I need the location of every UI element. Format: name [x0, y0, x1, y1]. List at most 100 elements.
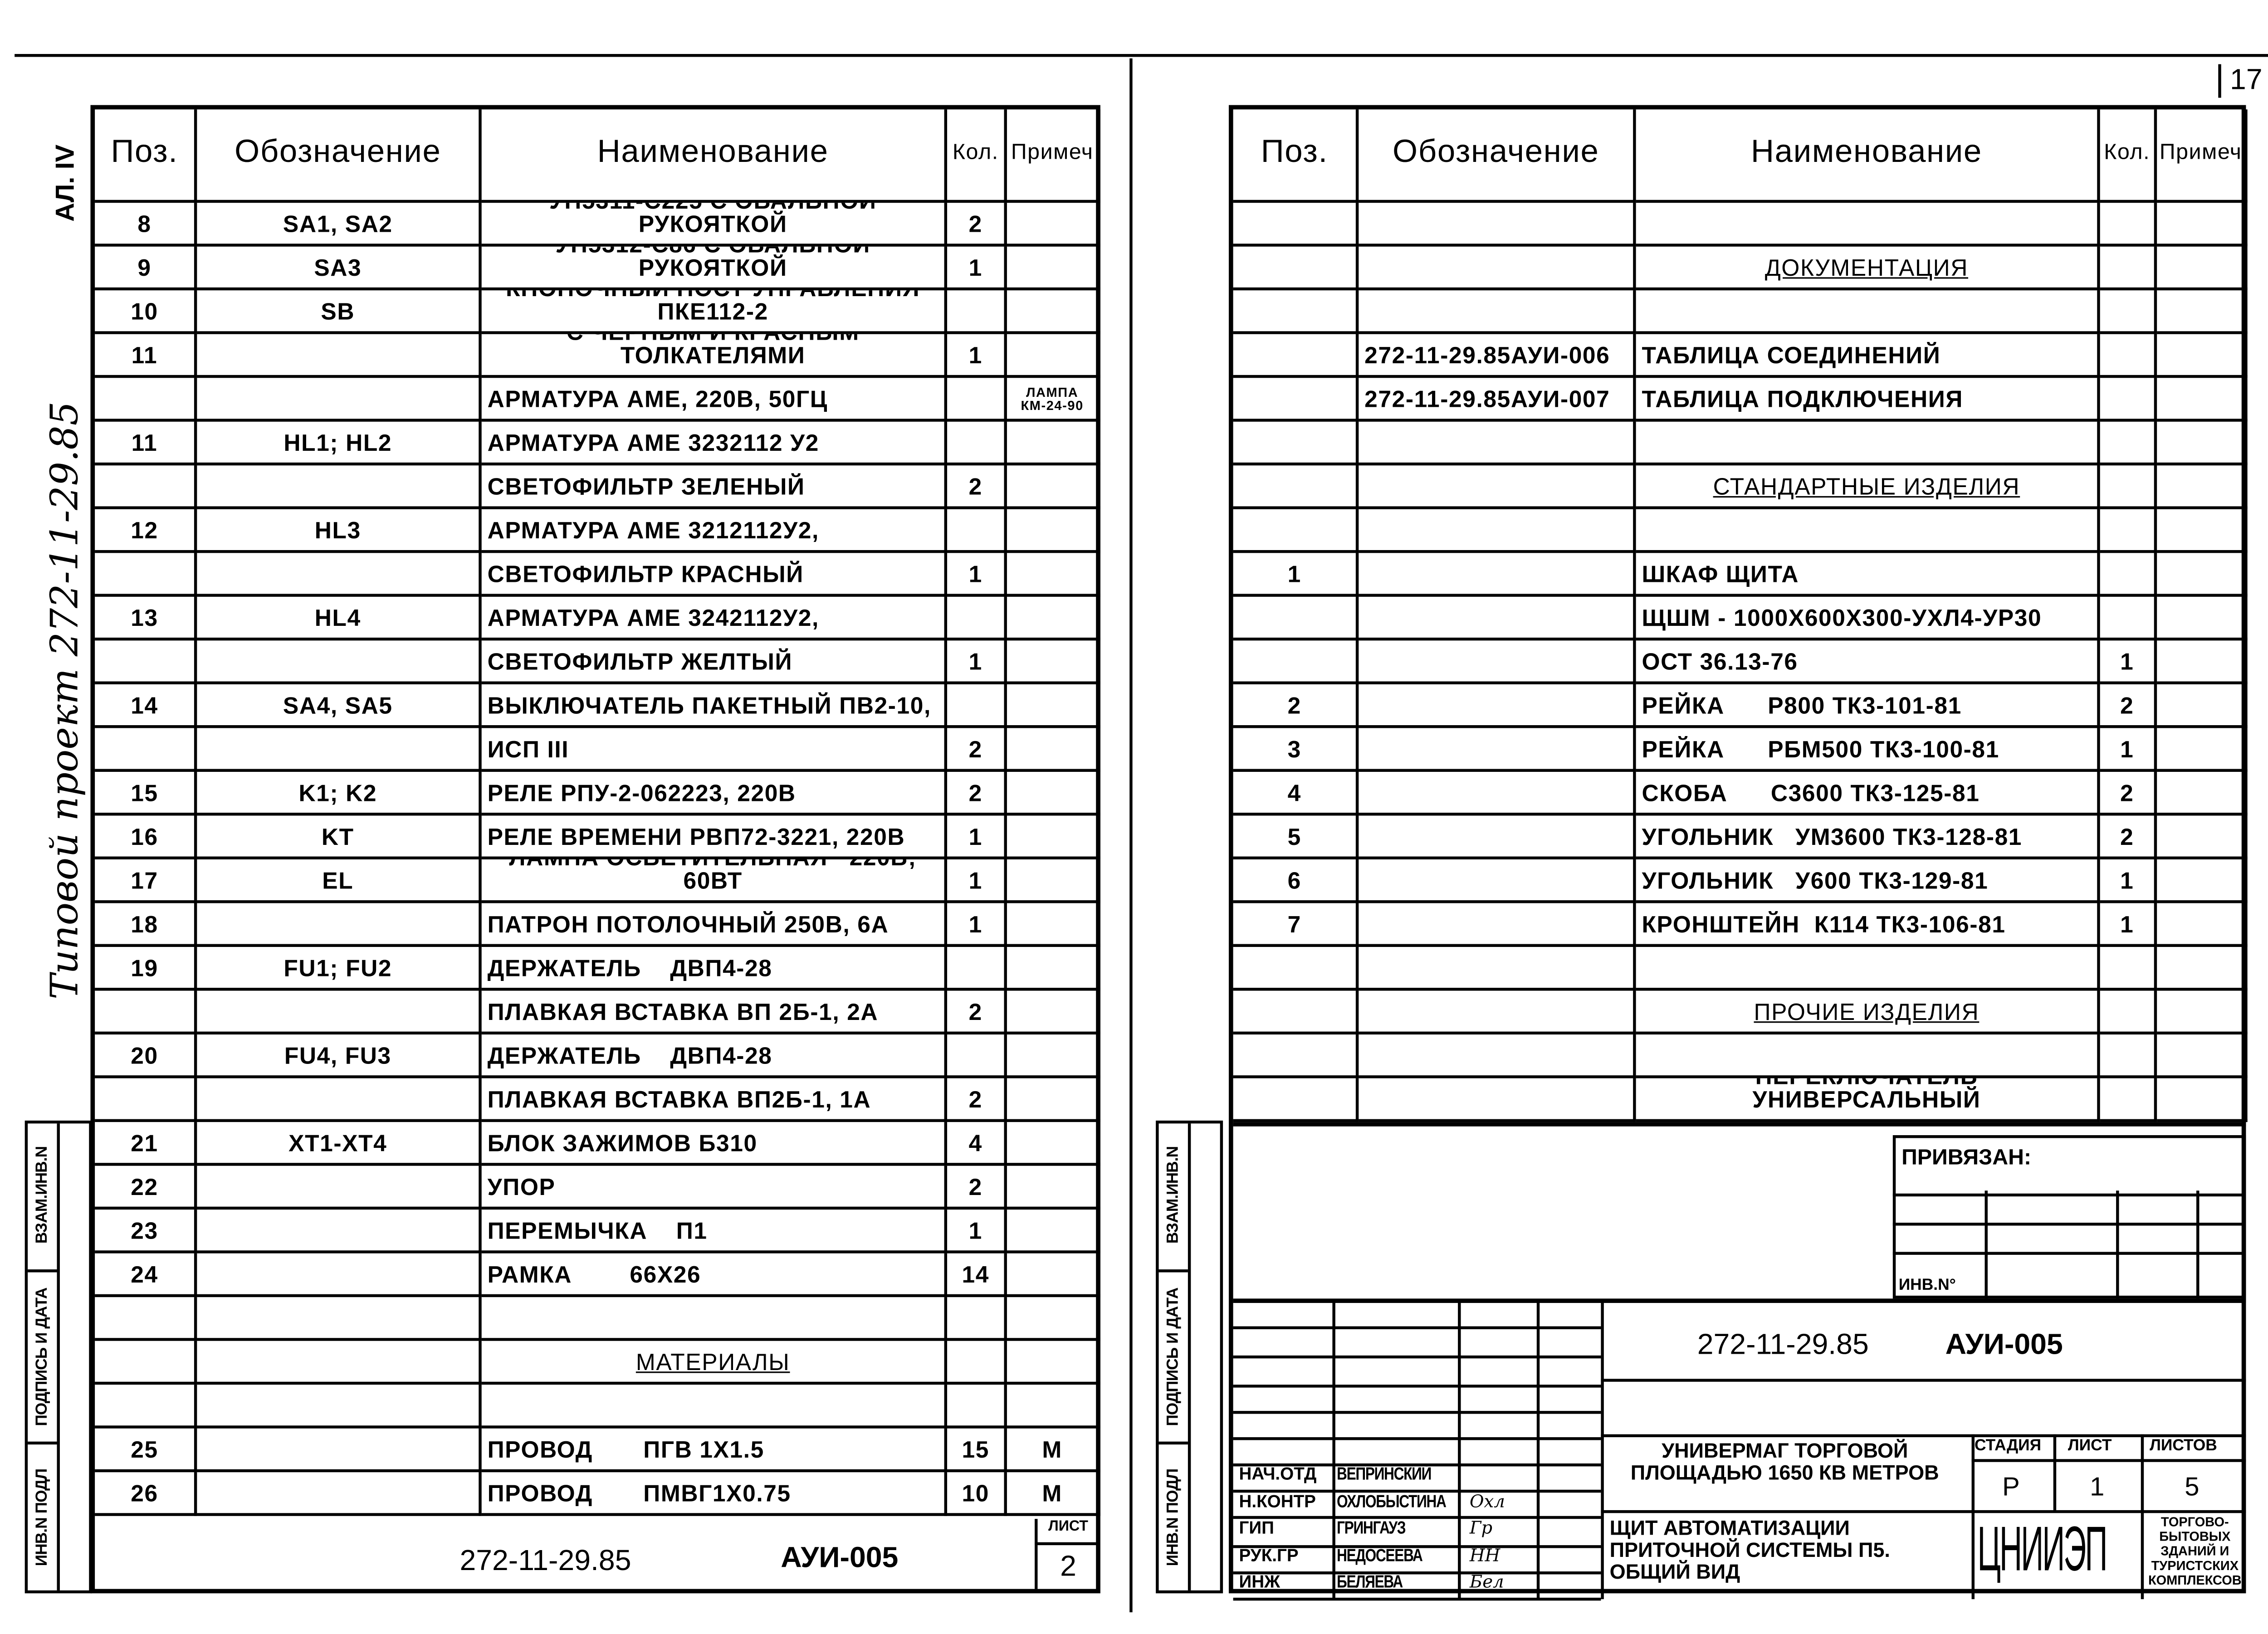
table-cell-designation: [197, 1472, 482, 1516]
table-cell-name: СКОБА С3600 ТК3-125-81: [1636, 771, 2100, 816]
table-cell-name: СВЕТОФИЛЬТР ЗЕЛЕНЫЙ: [481, 465, 948, 509]
cell-qty-text: 1: [968, 344, 982, 369]
cell-designation-text: HL4: [314, 607, 361, 632]
table-cell-pos: 12: [95, 509, 197, 553]
table-cell-note: [1007, 815, 1100, 859]
table-cell-qty: 2: [947, 771, 1007, 816]
cell-name-text: СВЕТОФИЛЬТР КРАСНЫЙ: [487, 563, 804, 588]
table-cell-designation: [197, 553, 482, 597]
header-name: Наименование: [1636, 109, 2100, 203]
table-cell-designation: K1; K2: [197, 771, 482, 816]
table-cell-qty: 2: [2100, 815, 2157, 859]
table-cell-qty: [947, 378, 1007, 422]
table-cell-note: [2157, 421, 2248, 466]
table-cell-note: [2157, 203, 2248, 247]
cell-qty-text: 1: [968, 563, 982, 588]
table-cell-pos: [1233, 1078, 1359, 1122]
table-cell-note: [2157, 553, 2248, 597]
cell-name-text: ОСТ 36.13-76: [1642, 650, 1798, 676]
cell-name-text: ВЫКЛЮЧАТЕЛЬ ПАКЕТНЫЙ ПВ2-10,: [487, 694, 931, 720]
table-cell-note: [1007, 1078, 1100, 1122]
approval-strip-left: ИНВ.N ПОДЛ ПОДПИСЬ И ДАТА ВЗАМ.ИНВ.N: [24, 1120, 92, 1594]
bound-grid-line: [2116, 1190, 2119, 1299]
table-cell-pos: [95, 1385, 197, 1429]
table-cell-qty: [2100, 246, 2157, 291]
table-cell-name: РАМКА 66x26: [481, 1253, 948, 1297]
table-cell-pos: [1233, 640, 1359, 684]
signature-name: ГРИНГАУЗ: [1337, 1517, 1406, 1538]
table-cell-qty: [947, 1385, 1007, 1429]
table-cell-qty: [947, 421, 1007, 466]
table-cell-note: [2157, 465, 2248, 509]
table-cell-qty: 1: [2100, 903, 2157, 947]
table-cell-pos: 8: [95, 203, 197, 247]
table-cell-pos: 10: [95, 290, 197, 334]
table-cell-qty: 1: [2100, 728, 2157, 772]
table-cell-designation: [197, 1078, 482, 1122]
sheet-label: ЛИСТ: [1035, 1519, 1099, 1546]
table-cell-designation: XT1-XT4: [197, 1122, 482, 1166]
signature-mark: Охл: [1469, 1490, 1505, 1511]
table-cell-name: [1636, 509, 2100, 553]
cell-qty-text: 1: [968, 869, 982, 895]
stamp-grid-line: [1233, 1385, 1601, 1388]
header-qty: Кол.: [947, 109, 1007, 203]
title-block: ПРИВЯЗАН: ИНВ.N° НАЧ.ОТД ВЕПРИНСКИЙ Н.КОНТР О…: [1233, 1122, 2246, 1601]
table-cell-pos: [95, 990, 197, 1035]
table-cell-pos: 17: [95, 859, 197, 903]
table-cell-designation: [197, 1385, 482, 1429]
cell-qty-text: 4: [968, 1132, 982, 1157]
table-cell-pos: [1233, 596, 1359, 641]
table-cell-name: [1636, 290, 2100, 334]
table-cell-note: [1007, 509, 1100, 553]
cell-name-text: ПРОВОД ПМВГ1x0.75: [487, 1482, 791, 1507]
table-cell-qty: [2100, 378, 2157, 422]
strip-divider: [28, 1269, 57, 1273]
cell-pos-text: 17: [131, 869, 158, 895]
cell-qty-text: 2: [968, 1176, 982, 1201]
cell-qty-text: 2: [2120, 782, 2134, 807]
cell-qty-text: 2: [968, 1001, 982, 1026]
cell-name-text: ПАТРОН ПОТОЛОЧНЫЙ 250В, 6А: [487, 913, 889, 938]
cell-name-text: С ЧЕРНЫМ И КРАСНЫМ ТОЛКАТЕЛЯМИ: [567, 334, 859, 369]
table-cell-name: ЛАМПА ОСВЕТИТЕЛЬНАЯ ~220В; 60ВТ: [481, 859, 948, 903]
stamp-grid-line: [1332, 1301, 1335, 1600]
table-cell-name: [1636, 947, 2100, 991]
table-cell-name: РЕЛЕ РПУ-2-062223, 220В: [481, 771, 948, 816]
table-cell-pos: [1233, 465, 1359, 509]
cell-qty-text: 1: [2120, 650, 2134, 676]
table-cell-designation: EL: [197, 859, 482, 903]
table-cell-qty: 2: [947, 728, 1007, 772]
table-cell-designation: [1359, 421, 1636, 466]
cell-designation-text: FU1; FU2: [284, 957, 392, 982]
stamp-line: [1971, 1459, 2246, 1462]
page-number: 17: [2218, 64, 2263, 98]
table-cell-pos: 1: [1233, 553, 1359, 597]
bound-grid-line: [1892, 1193, 2246, 1197]
cell-pos-text: 7: [1287, 913, 1301, 938]
signature-role: Н.КОНТР: [1239, 1490, 1316, 1511]
signature-name: ВЕПРИНСКИЙ: [1337, 1463, 1432, 1484]
table-cell-qty: [947, 290, 1007, 334]
signature-mark: Гр: [1469, 1517, 1493, 1538]
table-cell-note: [2157, 596, 2248, 641]
table-cell-note: [1007, 203, 1100, 247]
table-cell-note: [2157, 246, 2248, 291]
table-cell-pos: 2: [1233, 684, 1359, 728]
stamp-grid-line: [1233, 1597, 1601, 1601]
project-label: Типовой проект 272-11-29.85: [44, 401, 88, 1000]
sheet-number: 2: [1035, 1545, 1099, 1589]
table-cell-name: [1636, 203, 2100, 247]
cell-name-text: РАМКА 66x26: [487, 1263, 701, 1288]
cell-name-text: ЩШМ - 1000x600x300-УХЛ4-УР30: [1642, 607, 2042, 632]
cell-qty-text: 2: [2120, 825, 2134, 851]
table-cell-pos: 5: [1233, 815, 1359, 859]
table-cell-note: [1007, 596, 1100, 641]
table-cell-designation: [197, 903, 482, 947]
table-cell-qty: [2100, 290, 2157, 334]
table-cell-pos: 13: [95, 596, 197, 641]
table-cell-designation: [197, 1341, 482, 1385]
table-cell-name: [1636, 1034, 2100, 1078]
cell-designation-text: EL: [322, 869, 354, 895]
table-cell-note: [2157, 640, 2248, 684]
